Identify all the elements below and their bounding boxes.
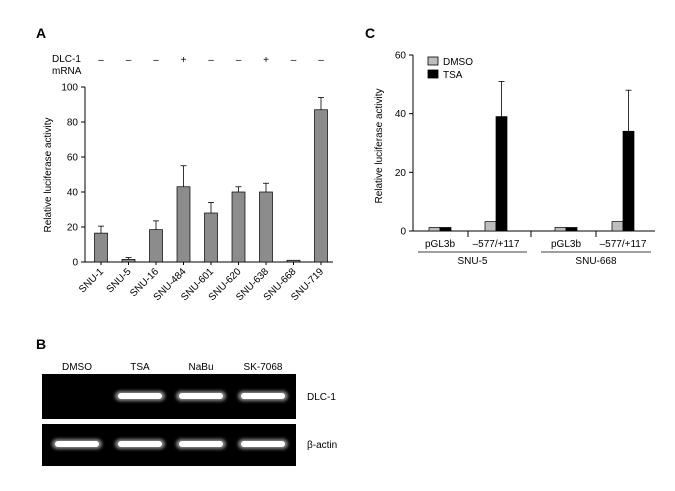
gel-band: [179, 441, 223, 447]
chart-c-group-label: SNU-5: [457, 256, 487, 267]
mrna-status: –: [153, 55, 159, 66]
chart-a-bar: [231, 191, 246, 263]
legend-label-tsa: TSA: [443, 70, 463, 81]
chart-a-bar: [121, 259, 136, 263]
gel-image: DLC-1 β-actin DMSO TSA NaBu SK-7068: [42, 362, 337, 466]
chart-c-bar-tsa: [439, 227, 452, 232]
gel-row-label-dlc1: DLC-1: [307, 392, 336, 403]
chart-a-bar: [286, 259, 301, 263]
gel-band: [179, 393, 223, 399]
chart-a-y-tick-label: 100: [61, 83, 78, 94]
mrna-status: +: [263, 55, 269, 66]
gel-band: [118, 393, 162, 399]
chart-c-x-tick-label: –577/+117: [600, 239, 647, 250]
gel-lane-label: DMSO: [62, 362, 92, 373]
mrna-status: –: [236, 55, 242, 66]
mrna-row-header-line1: DLC-1: [52, 54, 81, 65]
mrna-status: –: [98, 55, 104, 66]
chart-c: Relative luciferase activity DMSO TSA 0 2…: [374, 51, 655, 267]
legend-swatch-tsa: [427, 69, 439, 79]
mrna-status: –: [318, 55, 324, 66]
chart-a-bar: [149, 229, 163, 263]
mrna-row-header-line2: mRNA: [52, 66, 82, 77]
chart-a-y-tick-label: 20: [67, 223, 79, 234]
chart-c-bar-tsa: [622, 130, 635, 232]
chart-a-bar: [204, 212, 218, 263]
legend-swatch-dmso: [427, 56, 439, 66]
gel-band: [241, 393, 285, 399]
chart-a-bar: [314, 109, 328, 263]
legend-label-dmso: DMSO: [443, 57, 473, 68]
gel-row-label-beta-actin: β-actin: [307, 440, 337, 451]
chart-a-bar: [176, 186, 191, 263]
chart-c-y-axis-label: Relative luciferase activity: [374, 88, 385, 203]
chart-a-y-tick-label: 40: [67, 188, 79, 199]
chart-c-y-tick-label: 60: [395, 51, 407, 62]
chart-a-x-tick-label: SNU-1: [77, 266, 106, 295]
mrna-status: +: [181, 55, 187, 66]
chart-a-y-tick-label: 0: [72, 258, 78, 269]
gel-lane-label: SK-7068: [244, 362, 283, 373]
chart-a-y-tick-label: 60: [67, 153, 79, 164]
chart-c-bar-dmso: [484, 221, 497, 232]
chart-a: DLC-1 mRNA Relative luciferase activity …: [43, 54, 333, 303]
gel-band: [241, 441, 285, 447]
gel-lane-label: TSA: [130, 362, 150, 373]
gel-lane-label: NaBu: [188, 362, 213, 373]
chart-a-bar: [94, 232, 108, 263]
panel-letter-b: B: [36, 336, 46, 352]
chart-a-y-tick-label: 80: [67, 118, 79, 129]
chart-a-bar: [259, 191, 273, 263]
mrna-status: –: [291, 55, 297, 66]
chart-c-bar-dmso: [554, 227, 567, 232]
gel-band: [55, 441, 99, 447]
chart-c-y-tick-label: 20: [395, 168, 407, 179]
chart-c-x-tick-label: pGL3b: [551, 239, 581, 250]
panel-letter-a: A: [36, 25, 46, 41]
chart-c-y-tick-label: 0: [400, 227, 406, 238]
chart-c-bar-dmso: [611, 221, 624, 232]
chart-c-x-tick-label: –577/+117: [473, 239, 520, 250]
chart-c-bar-tsa: [565, 227, 578, 232]
chart-a-y-axis-label: Relative luciferase activity: [43, 117, 54, 232]
chart-c-y-tick-label: 40: [395, 109, 407, 120]
chart-c-x-tick-label: pGL3b: [425, 239, 455, 250]
mrna-status: –: [126, 55, 132, 66]
panel-letter-c: C: [365, 25, 375, 41]
chart-c-bar-dmso: [428, 227, 441, 232]
chart-c-group-label: SNU-668: [575, 256, 617, 267]
mrna-status: –: [208, 55, 214, 66]
gel-band: [118, 441, 162, 447]
chart-c-bar-tsa: [495, 116, 508, 232]
